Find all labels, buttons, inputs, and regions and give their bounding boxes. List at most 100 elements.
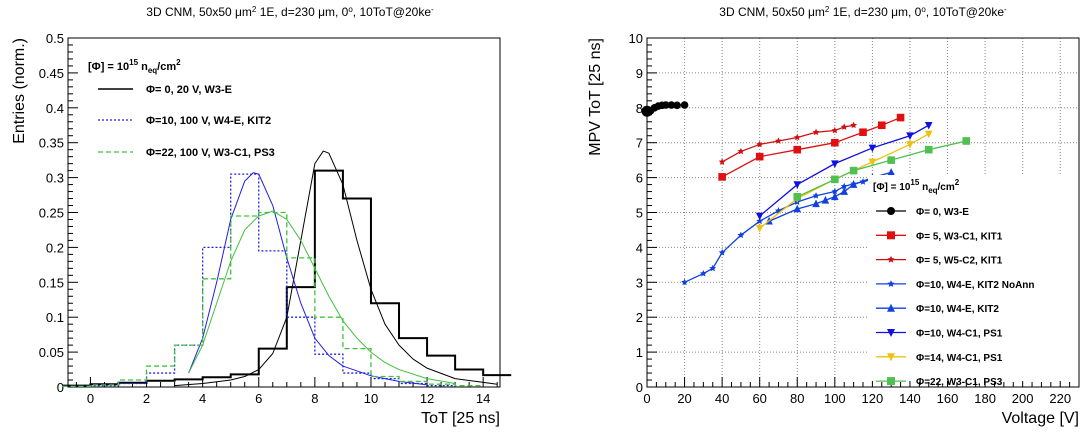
left-chart-title: 3D CNM, 50x50 μm2 1E, d=230 μm, 0o, 10To…: [146, 5, 434, 19]
right-data-point: [840, 187, 849, 195]
left-legend-label: Φ=22, 100 V, W3-C1, PS3: [146, 147, 275, 159]
right-data-point: [859, 128, 867, 137]
right-data-point: [831, 175, 839, 184]
right-x-tick-label: 140: [899, 391, 921, 406]
right-data-point: [831, 160, 839, 168]
right-x-tick-label: 100: [824, 391, 846, 406]
right-x-tick-label: 160: [937, 391, 959, 406]
right-data-point: [812, 199, 820, 208]
right-legend-swatch-marker: [887, 329, 895, 337]
right-y-tick-label: 4: [636, 240, 643, 255]
right-data-point: [699, 269, 707, 277]
left-y-tick-label: 0.1: [46, 310, 64, 325]
left-y-tick-label: 0.45: [39, 66, 64, 81]
right-data-point: [821, 195, 830, 204]
left-y-tick-label: 0: [57, 380, 64, 395]
right-data-point: [924, 121, 933, 130]
right-y-axis-label: MPV ToT [25 ns]: [587, 38, 604, 156]
left-legend-header: [Φ] = 1015 neq/cm2: [88, 58, 181, 75]
right-data-point: [718, 173, 726, 181]
right-data-point: [661, 101, 670, 109]
right-data-point: [737, 147, 745, 155]
right-data-point: [737, 231, 745, 239]
right-legend-label: Φ= 5, W5-C2, KIT1: [916, 256, 1003, 267]
right-data-point: [756, 217, 764, 225]
right-data-point: [849, 180, 858, 188]
left-x-tick-label: 8: [311, 391, 318, 406]
right-legend-box: [868, 175, 1077, 381]
right-data-point: [840, 182, 848, 190]
right-y-tick-label: 6: [636, 171, 643, 186]
right-data-point: [924, 130, 933, 139]
right-legend-label: Φ= 0, W3-E: [916, 207, 969, 218]
right-x-tick-label: 220: [1049, 391, 1071, 406]
right-x-tick-label: 200: [1012, 391, 1034, 406]
right-data-point: [831, 192, 839, 201]
right-data-point: [896, 113, 905, 122]
right-data-point: [755, 152, 764, 161]
right-data-point: [709, 264, 717, 272]
left-legend-label: Φ=10, 100 V, W4-E, KIT2: [146, 115, 271, 127]
right-data-point: [887, 156, 895, 164]
right-data-point: [887, 168, 895, 176]
right-data-point: [868, 158, 877, 167]
left-x-tick-label: 0: [87, 391, 94, 406]
right-data-point: [718, 158, 726, 165]
right-series-line: [759, 124, 930, 217]
right-y-tick-label: 10: [629, 31, 643, 46]
left-y-tick-label: 0.25: [39, 206, 64, 221]
right-series-line: [796, 140, 967, 198]
left-y-tick-label: 0.35: [39, 136, 64, 151]
right-data-point: [831, 138, 839, 147]
right-legend-label: Φ=22, W3-C1, PS3: [916, 377, 1003, 388]
right-data-point: [667, 101, 676, 109]
left-y-tick-label: 0.5: [46, 31, 64, 46]
right-data-point: [849, 166, 858, 175]
right-legend-label: Φ= 5, W3-C1, KIT1: [916, 231, 1003, 242]
left-y-tick-label: 0.4: [46, 101, 64, 116]
right-data-point: [756, 140, 764, 148]
right-y-tick-label: 1: [636, 345, 643, 360]
left-series-fit-curve: [188, 172, 428, 386]
right-data-point: [718, 249, 726, 256]
left-y-tick-label: 0.05: [39, 345, 64, 360]
right-legend-label: Φ=10, W4-E, KIT2 NoAnn: [916, 280, 1035, 291]
right-data-point: [877, 121, 886, 130]
right-x-tick-label: 40: [715, 391, 729, 406]
right-data-point: [793, 204, 802, 213]
right-data-point: [850, 121, 858, 129]
right-x-axis-label: Voltage [V]: [1002, 410, 1079, 427]
left-y-axis-label: Entries (norm.): [11, 38, 28, 144]
left-x-axis-label: ToT [25 ns]: [421, 410, 500, 427]
right-data-point: [775, 137, 782, 144]
right-x-tick-label: 60: [752, 391, 766, 406]
right-legend-swatch-marker: [887, 207, 895, 215]
right-data-point: [793, 181, 802, 189]
right-y-tick-label: 5: [636, 206, 643, 221]
right-chart-title: 3D CNM, 50x50 μm2 1E, d=230 μm, 0o, 10To…: [719, 5, 1007, 19]
left-y-tick-label: 0.3: [46, 171, 64, 186]
right-series-line: [684, 173, 892, 283]
right-legend-header: [Φ] = 1015 neq/cm2: [873, 178, 960, 195]
right-legend-swatch-marker: [887, 231, 895, 240]
right-y-tick-label: 7: [636, 136, 643, 151]
left-x-tick-label: 2: [143, 391, 150, 406]
right-data-point: [831, 126, 839, 134]
right-data-point: [680, 101, 689, 109]
right-x-tick-label: 180: [974, 391, 996, 406]
right-y-tick-label: 8: [636, 101, 643, 116]
left-y-tick-label: 0.2: [46, 240, 64, 255]
right-data-point: [962, 137, 971, 145]
right-data-point: [793, 133, 801, 141]
right-data-point: [831, 187, 839, 195]
right-legend-swatch-marker: [887, 255, 895, 263]
left-x-tick-label: 10: [364, 391, 378, 406]
right-data-point: [924, 145, 933, 154]
right-legend-swatch-marker: [887, 303, 895, 312]
right-data-point: [755, 224, 764, 233]
right-x-tick-label: 0: [643, 391, 650, 406]
left-series-fit-curve: [174, 150, 498, 387]
right-legend-swatch-marker: [887, 353, 895, 362]
right-data-point: [673, 101, 681, 110]
right-data-point: [755, 212, 764, 221]
